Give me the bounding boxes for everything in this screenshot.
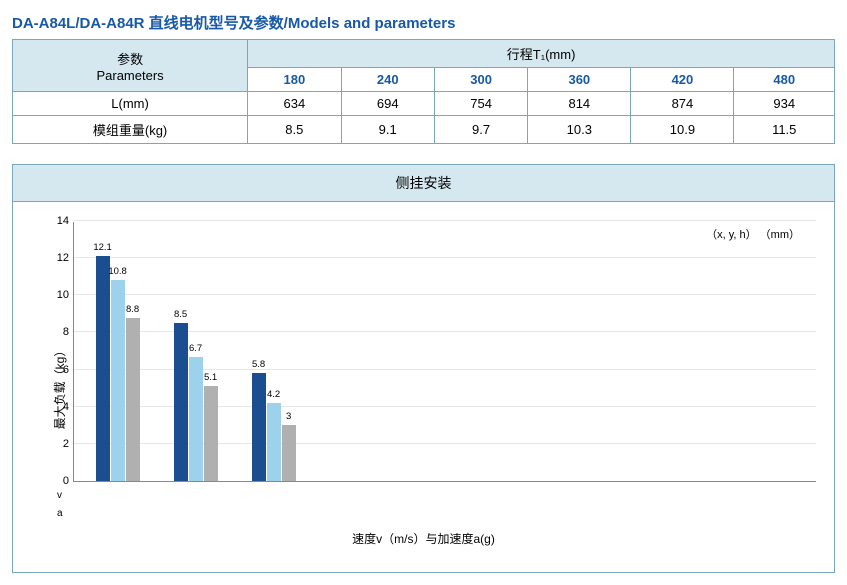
legend-header: （x, y, h） （mm） — [706, 226, 800, 244]
table-cell: 694 — [341, 92, 434, 116]
bar-group: 5.84.23 — [252, 373, 296, 481]
ytick-label: 0 — [45, 475, 69, 487]
bar-value-label: 4.2 — [267, 389, 280, 400]
bar-value-label: 10.8 — [108, 266, 127, 277]
t1-col: 240 — [341, 68, 434, 92]
legend: （x, y, h） （mm） — [706, 226, 800, 246]
a-side-label: a — [57, 508, 63, 519]
page-title: DA-A84L/DA-A84R 直线电机型号及参数/Models and par… — [12, 12, 835, 33]
bar-value-label: 5.1 — [204, 372, 217, 383]
bar: 10.8 — [111, 280, 125, 481]
bar: 8.5 — [174, 323, 188, 481]
t1-col: 180 — [248, 68, 341, 92]
bar: 4.2 — [267, 403, 281, 481]
table-cell: 934 — [734, 92, 835, 116]
bar-value-label: 6.7 — [189, 343, 202, 354]
v-side-label: v — [57, 490, 62, 501]
ytick-label: 4 — [45, 401, 69, 413]
bar: 6.7 — [189, 357, 203, 481]
bar-group: 8.56.75.1 — [174, 323, 218, 481]
bar: 5.8 — [252, 373, 266, 481]
title-text: DA-A84L/DA-A84R 直线电机型号及参数/Models and par… — [12, 15, 455, 32]
ytick-label: 12 — [45, 252, 69, 264]
param-header: 参数 Parameters — [13, 40, 248, 92]
bar: 3 — [282, 425, 296, 481]
table-cell: 9.7 — [434, 116, 527, 144]
t1-header: 行程T₁(mm) — [248, 40, 835, 68]
plot-area: 0246810121412.110.88.88.56.75.15.84.23 — [73, 222, 816, 482]
bar-value-label: 5.8 — [252, 359, 265, 370]
bar: 5.1 — [204, 386, 218, 481]
xaxis-title: 速度v（m/s）与加速度a(g) — [13, 530, 834, 547]
bar-value-label: 3 — [286, 411, 291, 422]
gridline — [73, 220, 816, 221]
chart-container: 侧挂安装 最大负载（kg） 0246810121412.110.88.88.56… — [12, 164, 835, 573]
t1-col: 420 — [631, 68, 734, 92]
t1-col: 480 — [734, 68, 835, 92]
table-cell: 10.3 — [528, 116, 631, 144]
bar: 12.1 — [96, 256, 110, 481]
t1-col: 360 — [528, 68, 631, 92]
bar-group: 12.110.88.8 — [96, 256, 140, 481]
bar-value-label: 12.1 — [93, 242, 112, 253]
bar: 8.8 — [126, 318, 140, 481]
row-label: L(mm) — [13, 92, 248, 116]
bar-value-label: 8.8 — [126, 304, 139, 315]
table-cell: 8.5 — [248, 116, 341, 144]
table-cell: 10.9 — [631, 116, 734, 144]
spec-table: 参数 Parameters 行程T₁(mm) 18024030036042048… — [12, 39, 835, 144]
table-cell: 11.5 — [734, 116, 835, 144]
yaxis-line — [73, 222, 74, 481]
row-label: 模组重量(kg) — [13, 116, 248, 144]
ytick-label: 10 — [45, 289, 69, 301]
ytick-label: 6 — [45, 364, 69, 376]
chart-title: 侧挂安装 — [13, 165, 834, 202]
table-cell: 814 — [528, 92, 631, 116]
yaxis-label: 最大负载（kg） — [51, 345, 68, 430]
chart-body: 最大负载（kg） 0246810121412.110.88.88.56.75.1… — [13, 202, 834, 572]
ytick-label: 8 — [45, 326, 69, 338]
ytick-label: 14 — [45, 215, 69, 227]
table-cell: 754 — [434, 92, 527, 116]
t1-col: 300 — [434, 68, 527, 92]
table-cell: 874 — [631, 92, 734, 116]
gridline — [73, 257, 816, 258]
table-cell: 9.1 — [341, 116, 434, 144]
ytick-label: 2 — [45, 438, 69, 450]
gridline — [73, 294, 816, 295]
table-cell: 634 — [248, 92, 341, 116]
bar-value-label: 8.5 — [174, 309, 187, 320]
